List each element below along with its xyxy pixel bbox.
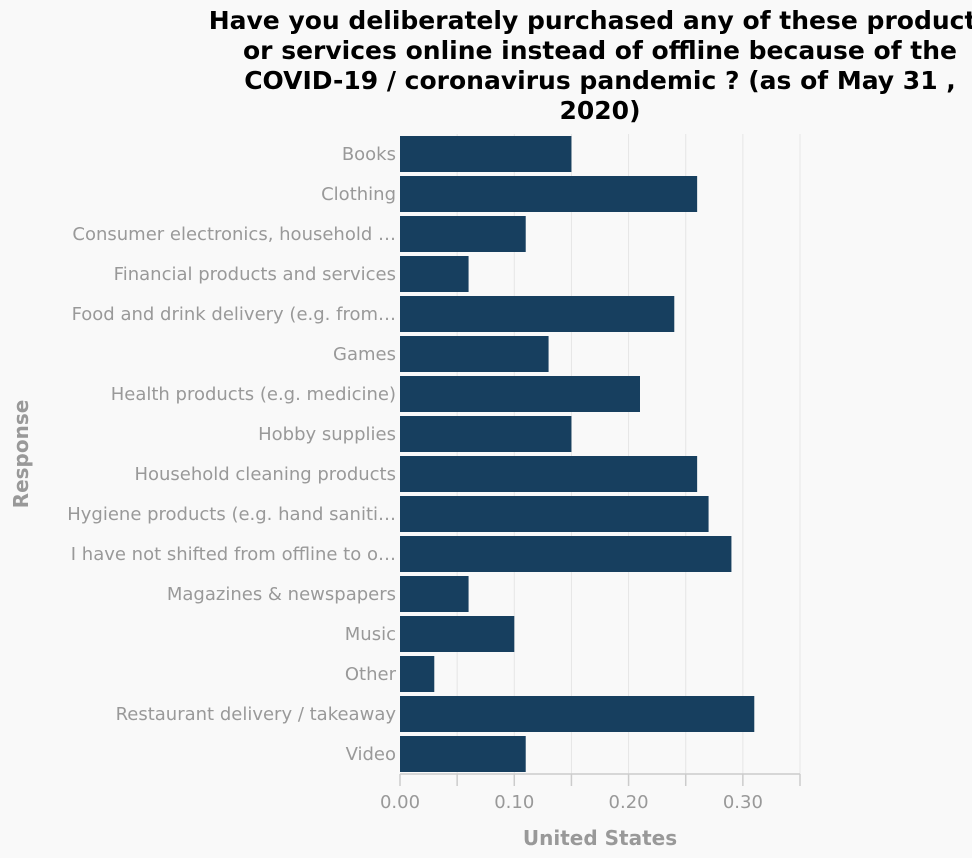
- y-axis-title: Response: [9, 400, 33, 509]
- gridlines: [456, 134, 801, 774]
- y-tick-label: Hygiene products (e.g. hand saniti…: [67, 504, 396, 525]
- y-tick-label: Restaurant delivery / takeaway: [116, 704, 397, 725]
- y-tick-label: Clothing: [321, 184, 396, 205]
- bar: [400, 136, 572, 172]
- axes: [399, 773, 801, 786]
- bar: [400, 736, 526, 772]
- y-tick-label: Games: [333, 344, 396, 365]
- y-tick-label: Household cleaning products: [134, 464, 396, 485]
- bar: [400, 616, 515, 652]
- y-tick-label: Financial products and services: [114, 264, 396, 285]
- y-tick-labels: Books Clothing Consumer electronics, house…: [67, 144, 396, 765]
- y-tick-label: I have not shifted from offline to o…: [71, 544, 396, 565]
- y-tick-label: Magazines & newspapers: [167, 584, 396, 605]
- bar: [400, 176, 698, 212]
- bar: [400, 456, 698, 492]
- bar: [400, 296, 675, 332]
- bar: [400, 216, 526, 252]
- y-tick-label: Video: [346, 744, 396, 765]
- x-tick-label: 0.20: [609, 792, 649, 813]
- bar: [400, 336, 549, 372]
- bar: [400, 416, 572, 452]
- y-tick-label: Other: [345, 664, 397, 685]
- bar: [400, 696, 755, 732]
- bar: [400, 576, 469, 612]
- x-axis-title: United States: [523, 826, 677, 850]
- x-tick-label: 0.30: [723, 792, 763, 813]
- x-tick-label: 0.00: [380, 792, 420, 813]
- bars: [400, 136, 755, 772]
- bar: [400, 376, 640, 412]
- bar: [400, 656, 435, 692]
- bar: [400, 256, 469, 292]
- x-tick-label: 0.10: [494, 792, 534, 813]
- bar: [400, 496, 709, 532]
- y-tick-label: Consumer electronics, household …: [72, 224, 396, 245]
- y-tick-label: Hobby supplies: [258, 424, 396, 445]
- bar: [400, 536, 732, 572]
- y-tick-label: Health products (e.g. medicine): [111, 384, 396, 405]
- y-tick-label: Music: [345, 624, 396, 645]
- chart-title: Have you deliberately purchased any of t…: [208, 6, 972, 125]
- y-tick-label: Books: [342, 144, 396, 165]
- x-tick-labels: 0.00 0.10 0.20 0.30: [380, 792, 763, 813]
- y-tick-label: Food and drink delivery (e.g. from…: [72, 304, 396, 325]
